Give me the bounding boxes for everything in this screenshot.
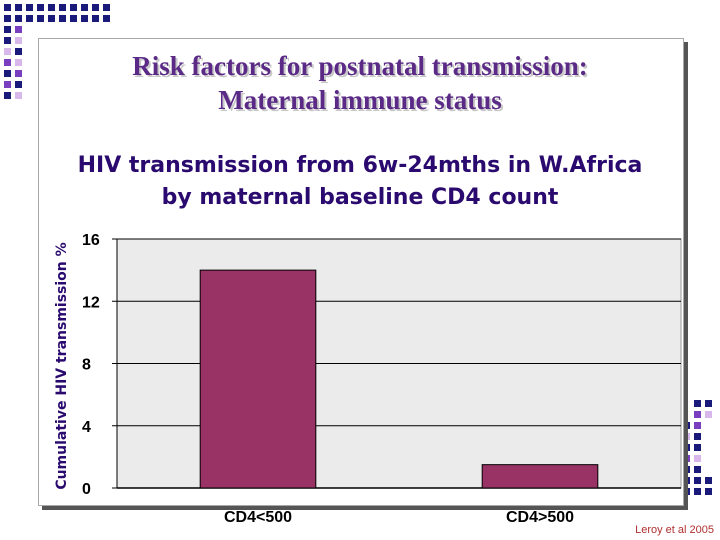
decorative-square <box>683 477 690 484</box>
decorative-square <box>15 48 22 55</box>
decorative-square <box>15 81 22 88</box>
decorative-square <box>81 4 88 11</box>
decorative-square <box>59 15 66 22</box>
decorative-square <box>4 92 11 99</box>
decorative-square <box>4 4 11 11</box>
x-tick-label: CD4<500 <box>224 509 292 526</box>
decorative-square <box>694 422 701 429</box>
decorative-square <box>694 433 701 440</box>
y-tick-label: 8 <box>82 357 91 374</box>
decorative-square <box>694 411 701 418</box>
decorative-square <box>705 400 712 407</box>
decorative-square <box>15 37 22 44</box>
decorative-square <box>694 488 701 495</box>
decorative-square <box>4 48 11 55</box>
x-tick-labels: CD4<500 CD4>500 <box>224 509 574 526</box>
decorative-square <box>26 15 33 22</box>
y-tick-label: 16 <box>82 232 100 249</box>
decorative-square <box>70 15 77 22</box>
bar-cd4-500 <box>481 464 599 489</box>
decorative-square <box>683 466 690 473</box>
decorative-square <box>15 15 22 22</box>
bars <box>199 269 599 489</box>
decorative-square <box>15 59 22 66</box>
decorative-square <box>4 81 11 88</box>
decorative-square <box>694 477 701 484</box>
y-tick-label: 12 <box>82 294 100 311</box>
decorative-square <box>4 37 11 44</box>
decorative-square <box>37 4 44 11</box>
y-tick-label: 4 <box>82 419 91 436</box>
decorative-square <box>683 433 690 440</box>
decorative-square <box>48 15 55 22</box>
decorative-square <box>683 422 690 429</box>
decorative-square <box>15 70 22 77</box>
decorative-square <box>26 4 33 11</box>
decorative-square <box>59 4 66 11</box>
decorative-square <box>70 4 77 11</box>
chart-title-line-2: by maternal baseline CD4 count <box>161 185 559 210</box>
citation: Leroy et al 2005 <box>635 524 714 536</box>
decorative-square <box>683 488 690 495</box>
decorative-square <box>103 4 110 11</box>
decorative-square <box>15 26 22 33</box>
decorative-square <box>4 70 11 77</box>
decorative-square <box>15 92 22 99</box>
y-tick-label: 0 <box>82 481 91 498</box>
decorative-square <box>694 455 701 462</box>
decorative-square <box>4 59 11 66</box>
decorative-square <box>694 444 701 451</box>
decorative-square <box>37 15 44 22</box>
decorative-square <box>694 466 701 473</box>
decorative-square <box>92 15 99 22</box>
slide-title-line-2: Maternal immune status <box>218 85 502 115</box>
decorative-square <box>4 26 11 33</box>
decorative-square <box>694 400 701 407</box>
decorative-square <box>48 4 55 11</box>
decorative-square <box>15 4 22 11</box>
x-tick-label: CD4>500 <box>506 509 574 526</box>
decorative-square <box>81 15 88 22</box>
decorative-square <box>103 15 110 22</box>
slide-title-line-1: Risk factors for postnatal transmission: <box>132 51 588 81</box>
decorative-square <box>4 15 11 22</box>
bar-cd4-500 <box>199 269 317 489</box>
decorative-square <box>705 488 712 495</box>
decorative-square <box>683 455 690 462</box>
decorative-square <box>705 411 712 418</box>
decorative-square <box>92 4 99 11</box>
chart-title-line-1: HIV transmission from 6w-24mths in W.Afr… <box>77 153 643 178</box>
decorative-square <box>705 477 712 484</box>
y-tick-labels: 0 4 8 12 16 <box>82 232 100 498</box>
decorative-square <box>683 444 690 451</box>
